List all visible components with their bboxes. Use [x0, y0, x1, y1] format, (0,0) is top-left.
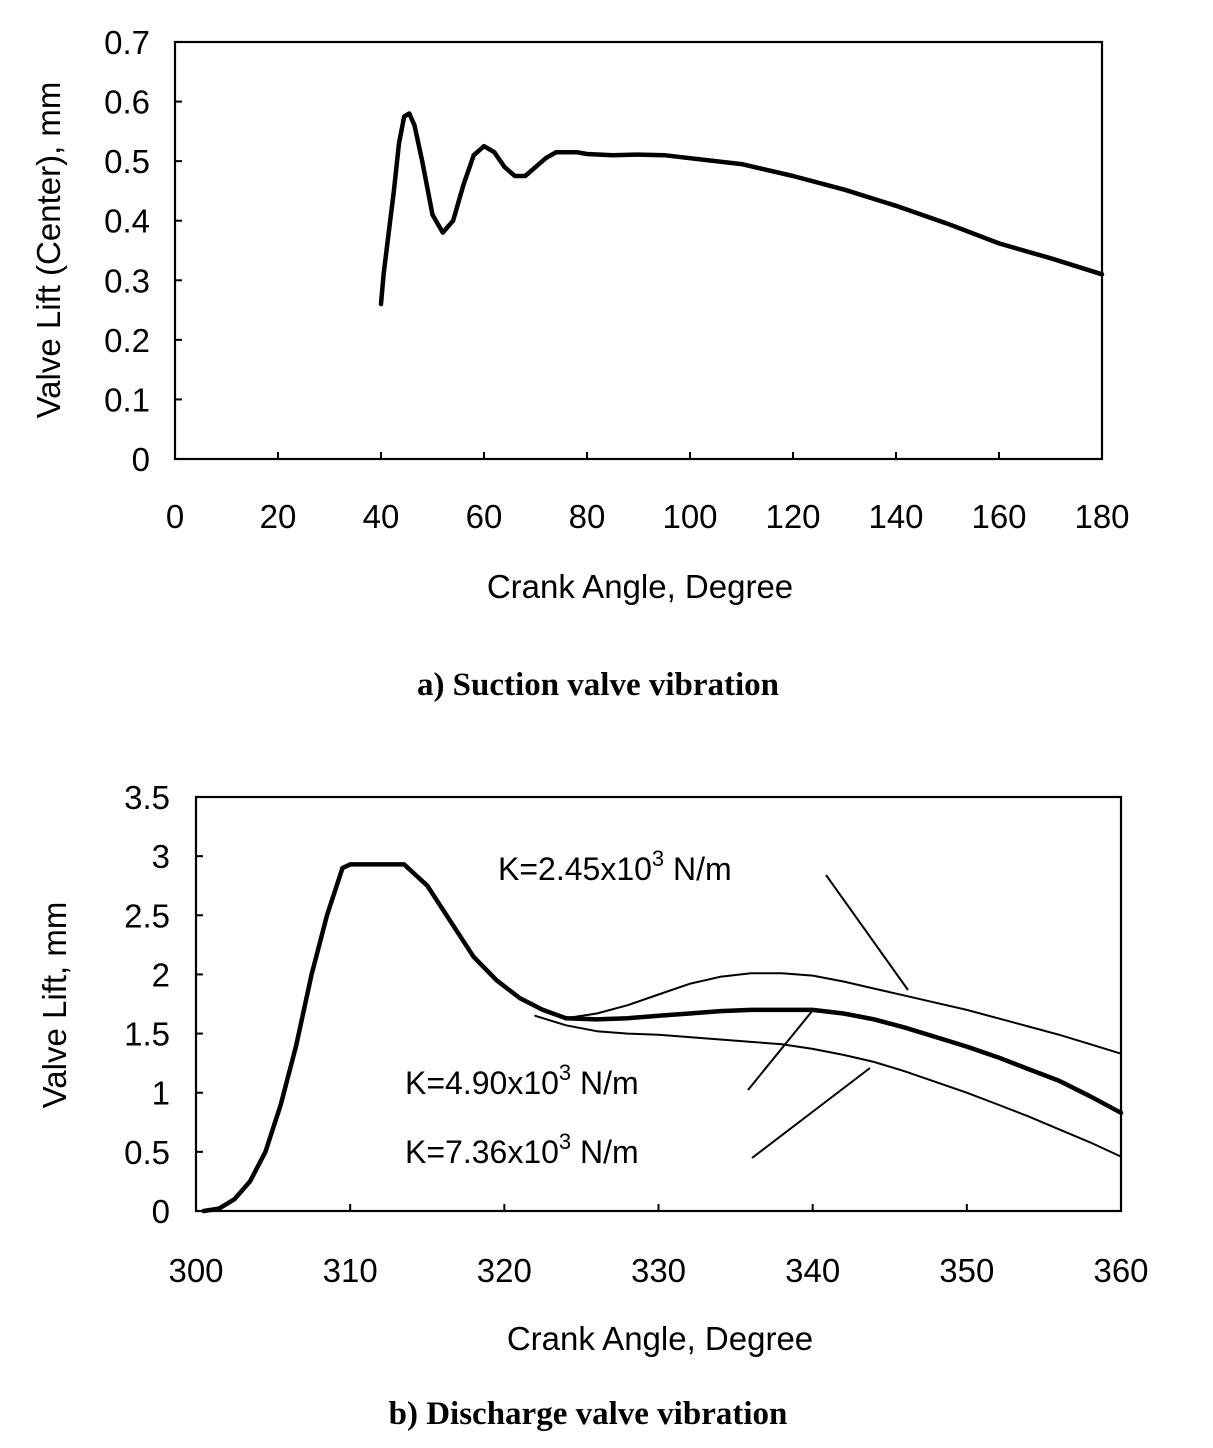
- chart-a-y-ticks: 0 0.1 0.2 0.3 0.4 0.5 0.6 0.7: [104, 24, 182, 478]
- chart-suction: 0 0.1 0.2 0.3 0.4 0.5 0.6 0.7 0 20 40 60 80 100 120 14…: [30, 24, 1130, 703]
- x-tick-label: 100: [662, 498, 717, 535]
- chart-b-y-axis-label: Valve Lift, mm: [36, 902, 73, 1109]
- x-tick-label: 350: [939, 1252, 994, 1289]
- y-tick-label: 0: [152, 1193, 170, 1230]
- series-line-2: [563, 1007, 1124, 1116]
- chart-b-series: [201, 862, 1124, 1214]
- y-tick-label: 1.5: [124, 1016, 170, 1053]
- chart-a-caption: a) Suction valve vibration: [417, 667, 779, 703]
- x-tick-label: 180: [1074, 498, 1129, 535]
- x-tick-label: 140: [868, 498, 923, 535]
- y-tick-label: 0.2: [104, 322, 150, 359]
- chart-b-x-ticks: 300 310 320 330 340 350 360: [168, 1204, 1149, 1289]
- y-tick-label: 0.5: [124, 1134, 170, 1171]
- y-tick-label: 3.5: [124, 779, 170, 816]
- chart-a-series: [378, 111, 1105, 307]
- annotation-leader-k490: [747, 1009, 814, 1091]
- y-tick-label: 2: [152, 956, 170, 993]
- x-tick-label: 80: [569, 498, 606, 535]
- x-tick-label: 330: [631, 1252, 686, 1289]
- annotation-k736: K=7.36x103 N/m: [405, 1129, 639, 1170]
- y-tick-label: 0.7: [104, 24, 150, 61]
- annotation-leader-k245: [825, 874, 909, 991]
- y-tick-label: 2.5: [124, 897, 170, 934]
- y-tick-label: 0: [132, 441, 150, 478]
- chart-discharge: 0 0.5 1 1.5 2 2.5 3 3.5 300 310 320 330 340 350 360 K…: [36, 779, 1149, 1432]
- x-tick-label: 160: [971, 498, 1026, 535]
- x-tick-label: 60: [466, 498, 503, 535]
- x-tick-label: 20: [260, 498, 297, 535]
- x-tick-label: 300: [168, 1252, 223, 1289]
- x-tick-label: 120: [765, 498, 820, 535]
- y-tick-label: 0.1: [104, 381, 150, 418]
- y-tick-label: 0.3: [104, 262, 150, 299]
- chart-b-x-axis-label: Crank Angle, Degree: [507, 1320, 813, 1357]
- series-line-1: [565, 972, 1122, 1055]
- chart-a-x-ticks: 0 20 40 60 80 100 120 140 160 180: [166, 452, 1130, 535]
- x-tick-label: 0: [166, 498, 184, 535]
- annotation-leader-k736: [751, 1067, 871, 1159]
- chart-a-y-axis-label: Valve Lift (Center), mm: [30, 82, 67, 419]
- y-tick-label: 1: [152, 1075, 170, 1112]
- annotation-k245: K=2.45x103 N/m: [498, 846, 732, 887]
- y-tick-label: 0.4: [104, 203, 150, 240]
- series-line-0: [201, 862, 569, 1214]
- annotation-k490: K=4.90x103 N/m: [405, 1060, 639, 1101]
- chart-a-x-axis-label: Crank Angle, Degree: [487, 568, 793, 605]
- series-line-3: [534, 1014, 1122, 1158]
- x-tick-label: 310: [323, 1252, 378, 1289]
- x-tick-label: 40: [363, 498, 400, 535]
- chart-a-plot-frame: [173, 40, 1104, 461]
- y-tick-label: 3: [152, 838, 170, 875]
- y-tick-label: 0.6: [104, 84, 150, 121]
- chart-b-caption: b) Discharge valve vibration: [389, 1396, 788, 1432]
- chart-b-y-ticks: 0 0.5 1 1.5 2 2.5 3 3.5: [124, 779, 203, 1230]
- x-tick-label: 340: [785, 1252, 840, 1289]
- x-tick-label: 360: [1093, 1252, 1148, 1289]
- x-tick-label: 320: [477, 1252, 532, 1289]
- y-tick-label: 0.5: [104, 143, 150, 180]
- series-line-0: [378, 111, 1105, 307]
